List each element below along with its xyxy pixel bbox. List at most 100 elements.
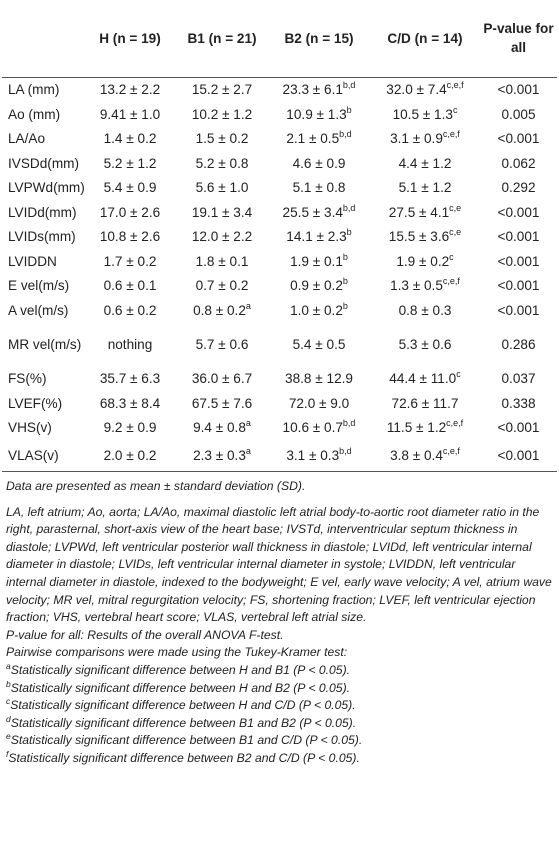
- cell-h: 5.4 ± 0.9: [84, 176, 176, 201]
- cell-h: nothing: [84, 323, 176, 367]
- cell-value: 0.292: [501, 180, 536, 196]
- cell-value: 32.0 ± 7.4: [386, 82, 447, 98]
- cell-b2: 5.4 ± 0.5: [268, 323, 370, 367]
- table-row: LVIDDN 1.7 ± 0.2 1.8 ± 0.1 1.9 ± 0.1b 1.9 ± …: [2, 249, 557, 274]
- cell-value: <0.001: [497, 253, 540, 269]
- cell-h: 13.2 ± 2.2: [84, 77, 176, 102]
- cell-value: 19.1 ± 3.4: [191, 204, 253, 220]
- cell-b2: 1.0 ± 0.2b: [268, 298, 370, 323]
- table-row: FS(%) 35.7 ± 6.3 36.0 ± 6.7 38.8 ± 12.9 44.4…: [2, 367, 557, 392]
- cell-cd: 5.3 ± 0.6: [370, 323, 480, 367]
- significance-marker: b,d: [339, 129, 352, 140]
- table-row: LVEF(%) 68.3 ± 8.4 67.5 ± 7.6 72.0 ± 9.0 72.…: [2, 391, 557, 416]
- cell-b2: 4.6 ± 0.9: [268, 151, 370, 176]
- cell-b2: 23.3 ± 6.1b,d: [268, 77, 370, 102]
- cell-b1: 5.2 ± 0.8: [176, 151, 268, 176]
- cell-value: 72.6 ± 11.7: [391, 395, 459, 411]
- cell-b1: 2.3 ± 0.3a: [176, 440, 268, 472]
- cell-p: <0.001: [480, 127, 557, 152]
- results-table: H (n = 19) B1 (n = 21) B2 (n = 15) C/D (…: [2, 0, 557, 472]
- cell-b2: 0.9 ± 0.2b: [268, 274, 370, 299]
- cell-value: 5.4 ± 0.5: [292, 337, 346, 352]
- cell-value: 14.1 ± 2.3: [286, 229, 347, 245]
- significance-marker: b: [346, 104, 352, 115]
- cell-value: 10.5 ± 1.3: [392, 106, 453, 122]
- cell-p: <0.001: [480, 274, 557, 299]
- cell-b1: 10.2 ± 1.2: [176, 102, 268, 127]
- cell-value: 72.0 ± 9.0: [288, 395, 350, 411]
- cell-value: 10.9 ± 1.3: [286, 106, 347, 122]
- cell-cd: 32.0 ± 7.4c,e,f: [370, 77, 480, 102]
- cell-value: 1.9 ± 0.1: [290, 253, 343, 269]
- cell-cd: 0.8 ± 0.3: [370, 298, 480, 323]
- significance-marker: b: [342, 276, 348, 287]
- cell-value: 13.2 ± 2.2: [99, 82, 161, 98]
- row-label: IVSDd(mm): [8, 155, 79, 171]
- significance-marker: a: [245, 300, 251, 311]
- cell-b2: 1.9 ± 0.1b: [268, 249, 370, 274]
- table-row: LVIDs(mm) 10.8 ± 2.6 12.0 ± 2.2 14.1 ± 2.3b…: [2, 225, 557, 250]
- footnote-text: Statistically significant difference bet…: [10, 715, 357, 730]
- significance-marker: b: [342, 300, 348, 311]
- cell-value: 9.41 ± 1.0: [99, 106, 161, 122]
- cell-cd: 3.1 ± 0.9c,e,f: [370, 127, 480, 152]
- row-label: VLAS(v): [8, 448, 59, 463]
- cell-value: 4.4 ± 1.2: [398, 155, 452, 171]
- cell-cd: 15.5 ± 3.6c,e: [370, 225, 480, 250]
- cell-cd: 1.3 ± 0.5c,e,f: [370, 274, 480, 299]
- cell-value: 5.4 ± 0.9: [103, 180, 157, 196]
- cell-p: <0.001: [480, 298, 557, 323]
- cell-value: 68.3 ± 8.4: [99, 395, 161, 411]
- cell-value: 0.005: [501, 106, 536, 122]
- cell-p: 0.338: [480, 391, 557, 416]
- row-label: FS(%): [8, 371, 47, 387]
- cell-value: 1.5 ± 0.2: [195, 131, 249, 147]
- cell-p: 0.292: [480, 176, 557, 201]
- cell-value: 15.2 ± 2.7: [191, 82, 253, 98]
- cell-value: 0.286: [501, 337, 536, 352]
- cell-b2: 3.1 ± 0.3b,d: [268, 440, 370, 472]
- cell-value: 12.0 ± 2.2: [191, 229, 253, 245]
- cell-cd: 72.6 ± 11.7: [370, 391, 480, 416]
- table-row: VLAS(v) 2.0 ± 0.2 2.3 ± 0.3a 3.1 ± 0.3b,d 3.…: [2, 440, 557, 472]
- cell-h: 1.7 ± 0.2: [84, 249, 176, 274]
- row-label: LVEF(%): [8, 395, 63, 411]
- footnote-item: fStatistically significant difference be…: [6, 750, 555, 768]
- cell-cd: 3.8 ± 0.4c,e,f: [370, 440, 480, 472]
- table-row: LA (mm) 13.2 ± 2.2 15.2 ± 2.7 23.3 ± 6.1b,d…: [2, 77, 557, 102]
- header-group-b1-text: B1 (n = 21): [187, 30, 257, 46]
- cell-value: 17.0 ± 2.6: [99, 204, 161, 220]
- row-label: VHS(v): [8, 420, 52, 436]
- cell-value: <0.001: [497, 302, 540, 318]
- footnote-text: Statistically significant difference bet…: [10, 698, 356, 713]
- pvalue-note: P-value for all: Results of the overall …: [6, 627, 284, 642]
- footnote-item: eStatistically significant difference be…: [6, 732, 555, 750]
- row-label: LVPWd(mm): [8, 180, 85, 196]
- cell-value: <0.001: [497, 229, 540, 245]
- table-header: H (n = 19) B1 (n = 21) B2 (n = 15) C/D (…: [2, 0, 557, 77]
- cell-b1: 12.0 ± 2.2: [176, 225, 268, 250]
- significance-marker: b: [342, 251, 348, 262]
- row-label: E vel(m/s): [8, 278, 70, 294]
- cell-h: 17.0 ± 2.6: [84, 200, 176, 225]
- cell-cd: 10.5 ± 1.3c: [370, 102, 480, 127]
- significance-marker: c,e,f: [446, 80, 464, 91]
- cell-cd: 5.1 ± 1.2: [370, 176, 480, 201]
- footnote-item: cStatistically significant difference be…: [6, 697, 555, 715]
- cell-p: <0.001: [480, 440, 557, 472]
- header-group-h-text: H (n = 19): [99, 30, 161, 46]
- cell-value: 0.7 ± 0.2: [195, 278, 249, 294]
- row-label: Ao (mm): [8, 106, 61, 122]
- significance-marker: b,d: [339, 446, 352, 456]
- significance-marker: c,e: [449, 227, 462, 238]
- cell-cd: 4.4 ± 1.2: [370, 151, 480, 176]
- table-notes: Data are presented as mean ± standard de…: [2, 478, 557, 768]
- table-row: Ao (mm) 9.41 ± 1.0 10.2 ± 1.2 10.9 ± 1.3b 10…: [2, 102, 557, 127]
- cell-h: 9.2 ± 0.9: [84, 416, 176, 441]
- footnote-text: Statistically significant difference bet…: [10, 662, 351, 677]
- cell-value: 4.6 ± 0.9: [292, 155, 346, 171]
- header-blank: [2, 0, 84, 77]
- cell-cd: 27.5 ± 4.1c,e: [370, 200, 480, 225]
- cell-b1: 67.5 ± 7.6: [176, 391, 268, 416]
